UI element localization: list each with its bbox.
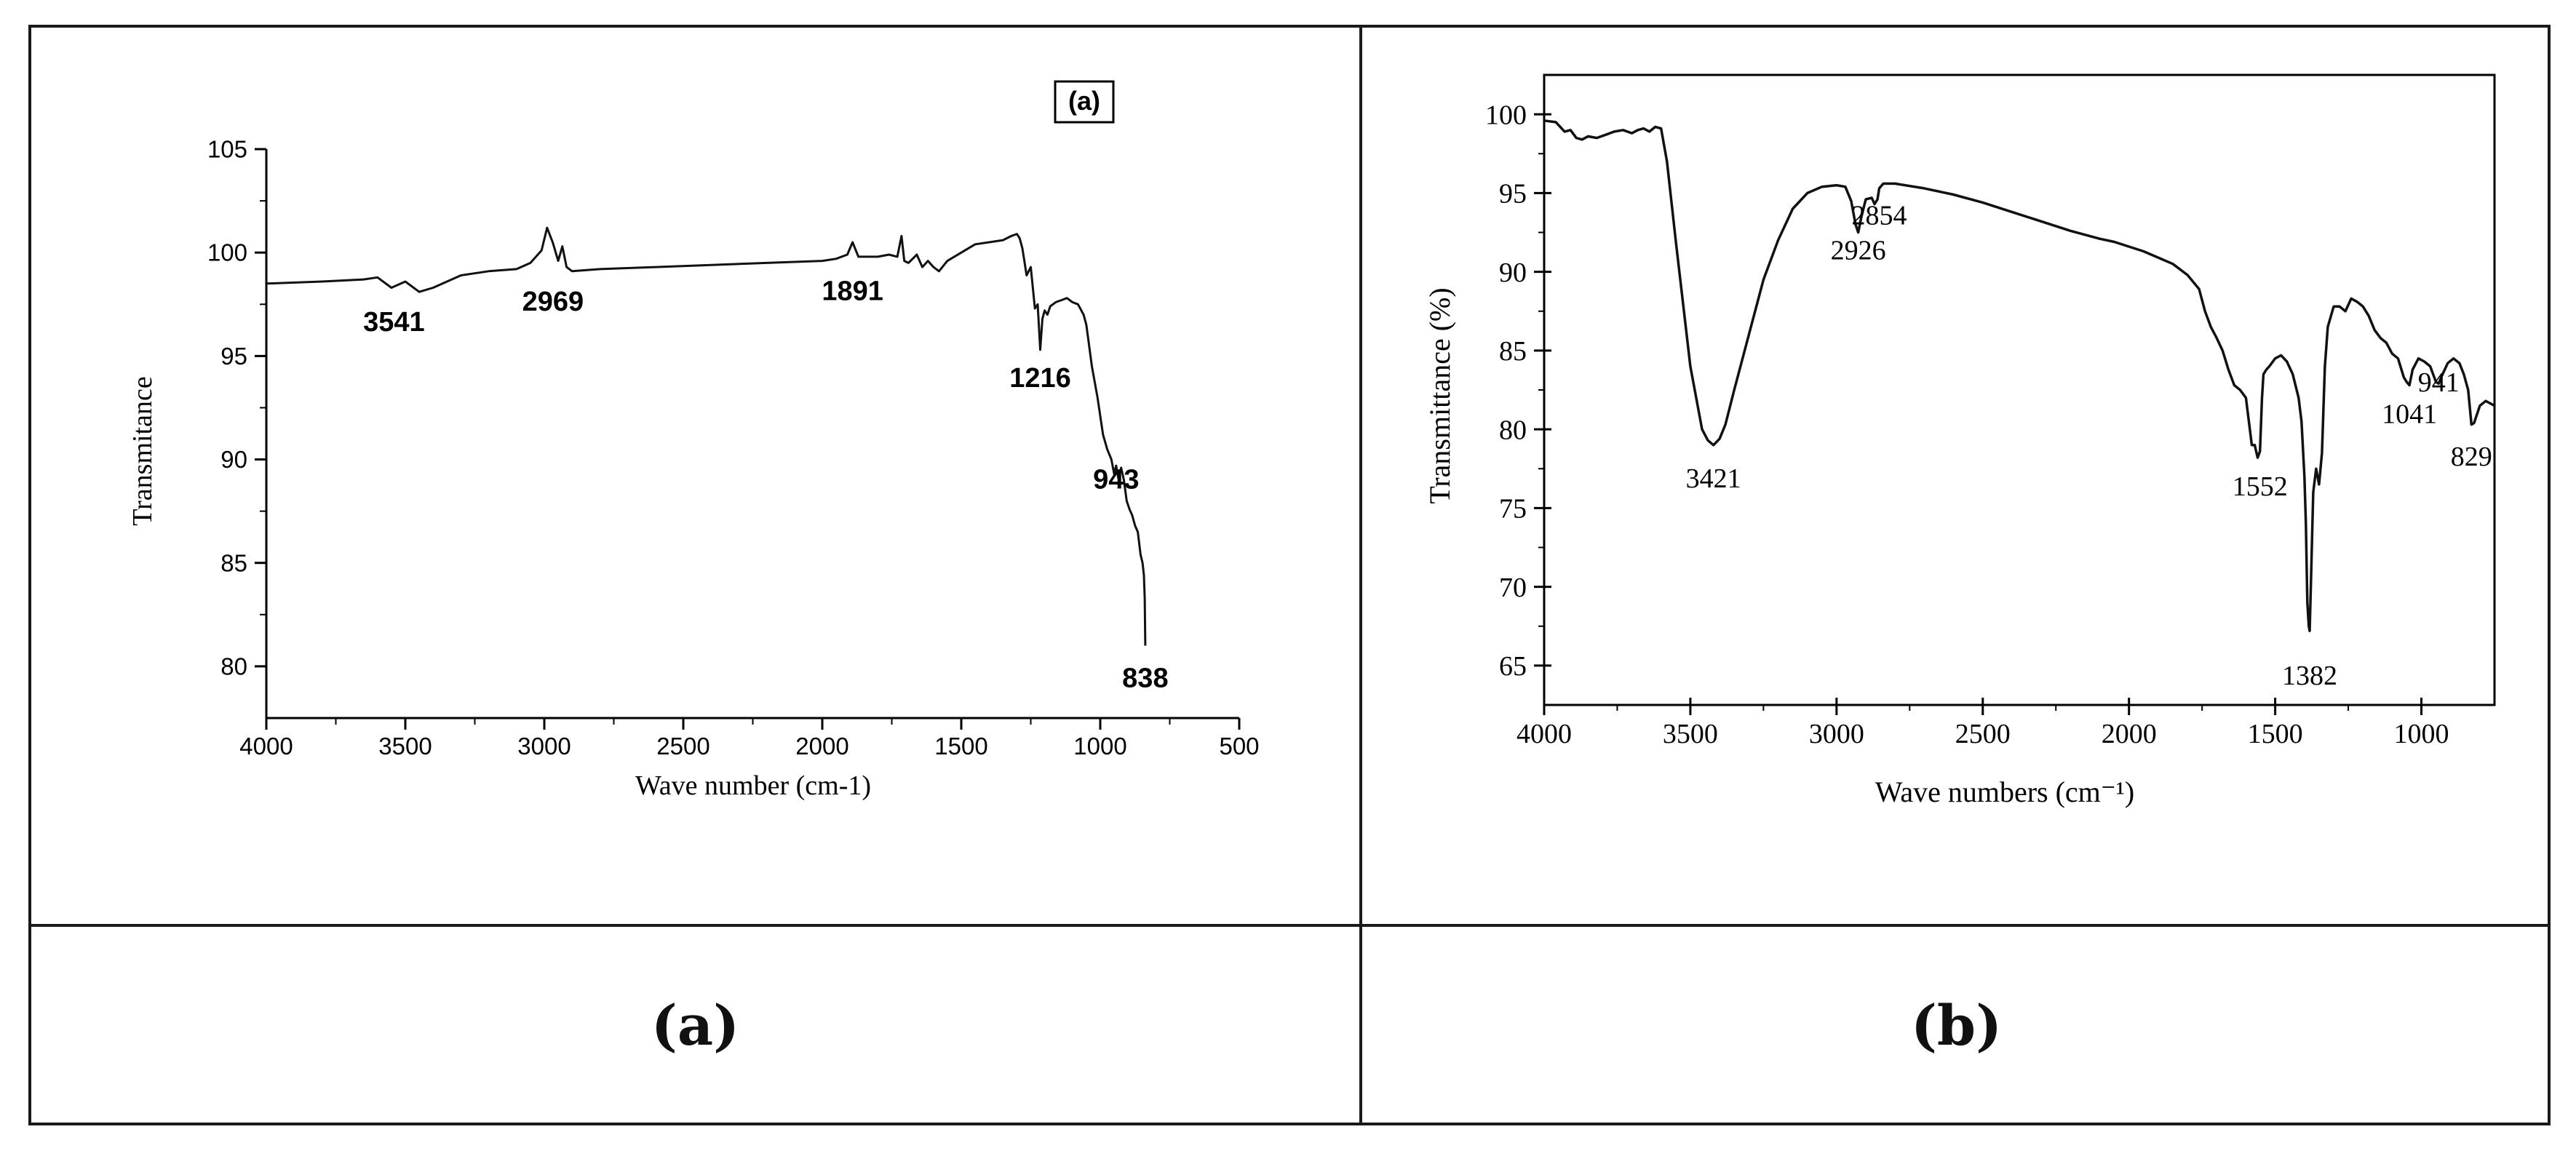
y-tick-label: 75 <box>1499 494 1527 525</box>
x-tick-label: 2000 <box>2102 719 2157 749</box>
y-tick-label: 65 <box>1499 651 1527 682</box>
x-tick-label: 1500 <box>2248 719 2303 749</box>
y-tick-label: 90 <box>1499 258 1527 288</box>
figure-grid: (a) (b) <box>28 25 2551 1125</box>
y-tick-label: 95 <box>1499 179 1527 210</box>
peak-label: 943 <box>1093 464 1139 495</box>
peak-label: 2969 <box>522 287 584 317</box>
chart-b: Transmittance (%) Wave numbers (cm⁻¹) 40… <box>1423 73 2496 808</box>
peak-label: 3541 <box>363 307 425 338</box>
x-tick-label: 3500 <box>378 733 432 760</box>
peak-label: 2926 <box>1831 235 1886 266</box>
spectrum-line <box>1543 119 2495 632</box>
peak-label: 1552 <box>2233 471 2288 502</box>
y-axis-label-a: Transmitance <box>127 376 158 525</box>
x-tick-label: 500 <box>1219 733 1259 760</box>
peak-label: 1382 <box>2282 661 2337 691</box>
caption-b: (b) <box>1910 992 2003 1058</box>
y-tick-label: 105 <box>207 136 247 163</box>
grid-divider-vertical <box>1359 28 1362 1123</box>
caption-a: (a) <box>651 992 740 1058</box>
y-tick-label: 85 <box>220 549 247 576</box>
spectrum-line <box>266 226 1147 646</box>
x-tick-label: 2500 <box>1955 719 2011 749</box>
panel-label-box <box>1054 80 1115 124</box>
y-tick-label: 80 <box>220 653 247 679</box>
peak-label: 829 <box>2451 442 2492 472</box>
panel-label-a: (a) <box>1068 86 1100 116</box>
peak-label: 3421 <box>1686 463 1741 494</box>
x-tick-label: 2000 <box>795 733 848 760</box>
y-axis-label-b: Transmittance (%) <box>1423 287 1456 503</box>
y-tick-label: 90 <box>220 446 247 473</box>
grid-divider-horizontal <box>31 924 2548 927</box>
x-tick-label: 3000 <box>1809 719 1864 749</box>
x-tick-label: 4000 <box>239 733 293 760</box>
x-tick-label: 1500 <box>934 733 987 760</box>
x-tick-label: 4000 <box>1516 719 1572 749</box>
y-tick-label: 80 <box>1499 415 1527 445</box>
peak-label: 1216 <box>1009 363 1071 394</box>
peak-label: 2854 <box>1852 201 1907 231</box>
y-tick-label: 100 <box>1485 100 1527 130</box>
x-tick-label: 2500 <box>656 733 709 760</box>
y-tick-label: 100 <box>207 239 247 266</box>
y-tick-label: 85 <box>1499 336 1527 367</box>
peak-label: 941 <box>2418 367 2460 398</box>
peak-label: 1041 <box>2382 399 2437 429</box>
x-tick-label: 3500 <box>1663 719 1718 749</box>
plot-frame-b <box>1543 73 2496 706</box>
peak-label: 838 <box>1122 663 1168 693</box>
y-tick-label: 70 <box>1499 573 1527 603</box>
peak-label: 1891 <box>822 276 883 307</box>
x-tick-label: 1000 <box>2394 719 2449 749</box>
x-tick-label: 1000 <box>1073 733 1126 760</box>
x-tick-label: 3000 <box>517 733 571 760</box>
y-tick-label: 95 <box>220 343 247 370</box>
x-axis-label-a: Wave number (cm-1) <box>635 770 871 801</box>
x-axis-label-b: Wave numbers (cm⁻¹) <box>1875 776 2134 808</box>
chart-a: (a) Transmitance Wave number (cm-1) 4000… <box>127 80 1260 801</box>
